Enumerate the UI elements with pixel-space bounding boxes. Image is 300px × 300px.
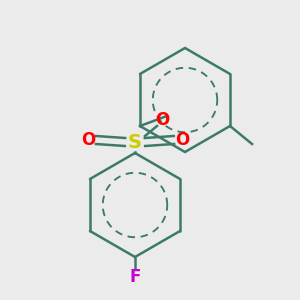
Text: O: O [81,131,95,149]
Text: F: F [129,268,141,286]
Text: O: O [155,111,169,129]
Text: S: S [128,133,142,152]
Text: O: O [175,131,189,149]
